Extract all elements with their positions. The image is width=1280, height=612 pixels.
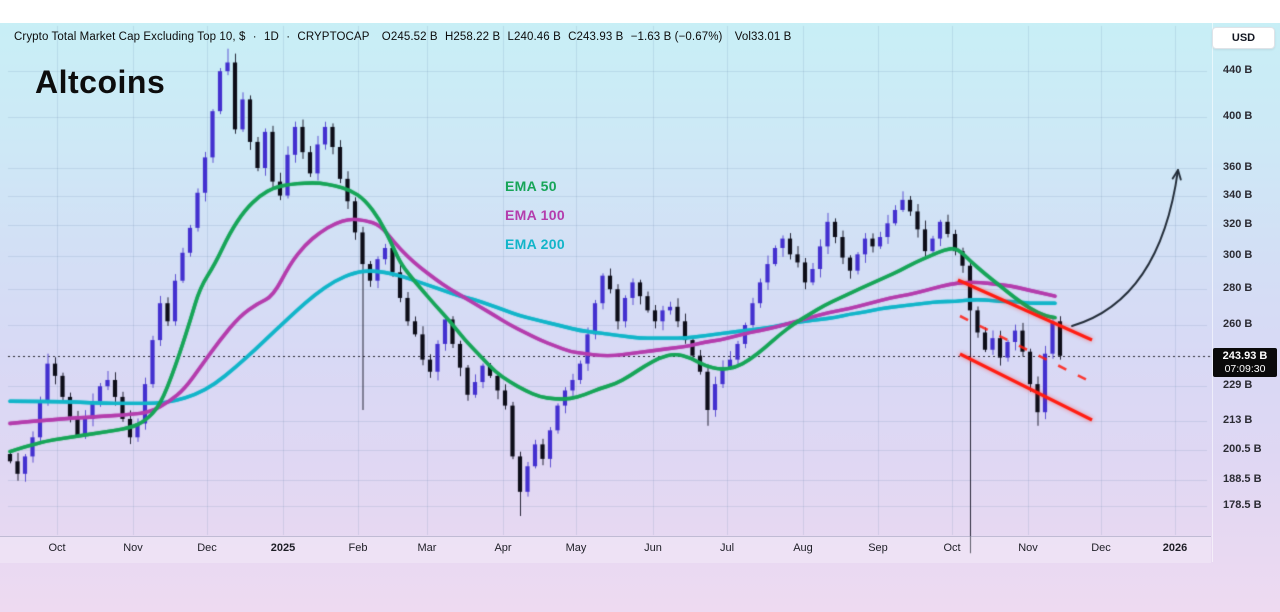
separator-dot: · <box>252 31 257 43</box>
volume-value: Vol33.01 B <box>734 31 792 43</box>
legend-ema-100: EMA 100 <box>505 207 565 223</box>
ohlc-open: O245.52 B <box>381 31 438 43</box>
time-tick-label: Oct <box>943 542 961 554</box>
last-price-value: 243.93 B <box>1222 350 1268 362</box>
symbol-title[interactable]: Crypto Total Market Cap Excluding Top 10… <box>14 31 246 43</box>
chart-title-annotation: Altcoins <box>35 64 166 100</box>
time-tick-label: Apr <box>494 542 512 554</box>
price-axis[interactable]: 440 B 400 B 360 B 340 B 320 B 300 B 280 B 260 B… <box>1212 23 1280 562</box>
legend-ema-200: EMA 200 <box>505 236 565 252</box>
last-price-badge: 243.93 B 07:09:30 <box>1213 348 1277 377</box>
time-tick-label: Dec <box>197 542 217 554</box>
price-tick-label: 280 B <box>1223 282 1253 295</box>
time-tick-label: Oct <box>48 542 66 554</box>
time-tick-label: May <box>565 542 587 554</box>
price-tick-label: 229 B <box>1223 379 1253 392</box>
time-tick-label: Dec <box>1091 542 1111 554</box>
exchange-label: CRYPTOCAP <box>297 31 370 43</box>
price-tick-label: 200.5 B <box>1223 443 1262 456</box>
window-top-strip <box>0 0 1280 23</box>
time-tick-label: Nov <box>123 542 143 554</box>
time-tick-label: Jul <box>719 542 735 554</box>
price-tick-label: 340 B <box>1223 188 1253 201</box>
price-tick-label: 320 B <box>1223 217 1253 230</box>
price-tick-label: 260 B <box>1223 318 1253 330</box>
time-tick-label: Nov <box>1018 542 1038 554</box>
ohlc-high: H258.22 B <box>444 31 501 43</box>
time-axis[interactable]: Oct Nov Dec 2025 Feb Mar Apr May Jun Jul Aug Sep Oct… <box>0 536 1211 563</box>
price-tick-label: 213 B <box>1223 414 1253 427</box>
time-tick-label: Feb <box>348 542 368 554</box>
time-tick-label: Aug <box>793 542 813 554</box>
price-tick-label: 440 B <box>1223 64 1253 77</box>
time-tick-label: Mar <box>417 542 437 554</box>
symbol-info-bar: Crypto Total Market Cap Excluding Top 10… <box>14 31 795 43</box>
legend-ema-50: EMA 50 <box>505 178 557 194</box>
time-tick-label: Jun <box>644 542 662 554</box>
time-tick-label: 2026 <box>1162 542 1188 554</box>
price-tick-label: 300 B <box>1223 248 1253 261</box>
separator-dot: · <box>286 31 291 43</box>
time-tick-label: Sep <box>868 542 888 554</box>
change-value: −1.63 B (−0.67%) <box>630 31 723 43</box>
ema-legend: EMA 50 EMA 100 EMA 200 <box>505 178 565 265</box>
price-tick-label: 360 B <box>1223 161 1253 173</box>
price-tick-label: 188.5 B <box>1223 473 1262 486</box>
ohlc-close: C243.93 B <box>568 31 624 43</box>
price-tick-label: 400 B <box>1223 110 1253 123</box>
price-tick-label: 178.5 B <box>1223 499 1262 512</box>
ohlc-low: L240.46 B <box>507 31 561 43</box>
interval-label[interactable]: 1D <box>263 31 279 43</box>
bar-countdown-timer: 07:09:30 <box>1224 363 1266 375</box>
time-tick-label: 2025 <box>270 542 296 554</box>
currency-toggle-button[interactable]: USD <box>1212 27 1275 49</box>
